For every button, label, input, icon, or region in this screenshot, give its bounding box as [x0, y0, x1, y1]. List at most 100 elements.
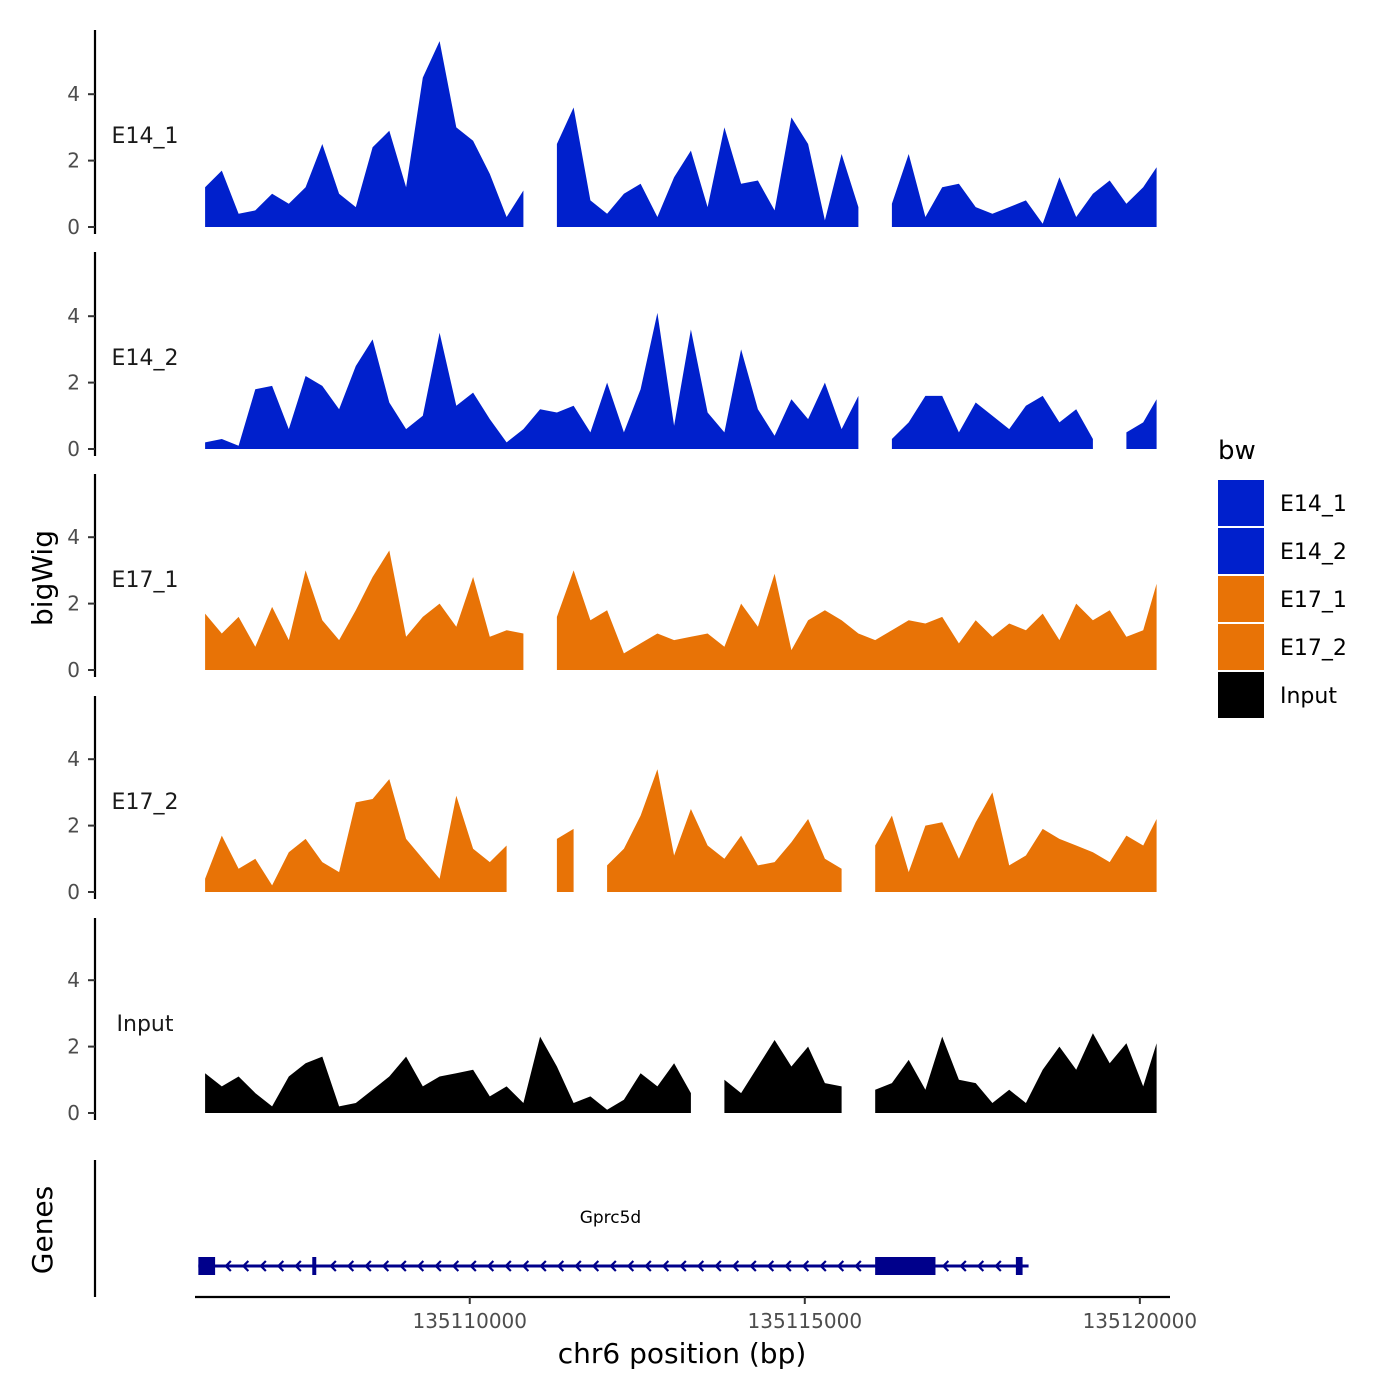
strand-arrow — [644, 1260, 652, 1272]
y-tick-label: 2 — [67, 592, 80, 616]
legend-swatch-E17_2 — [1218, 624, 1264, 670]
track-label: Input — [117, 1012, 174, 1037]
strand-arrow — [486, 1260, 495, 1272]
strand-arrow — [661, 1260, 670, 1272]
strand-arrow — [434, 1260, 442, 1272]
track-panel-Input: 0 2 4 Input — [67, 918, 1157, 1125]
area-segment-Input — [875, 1033, 1157, 1113]
area-segment-E14_1 — [556, 107, 859, 227]
legend-label-E14_2: E14_2 — [1280, 540, 1347, 565]
area-segment-E17_2 — [556, 828, 574, 892]
y-tick-label: 4 — [67, 968, 80, 992]
y-tick-label: 2 — [67, 1035, 80, 1059]
strand-arrow — [976, 1260, 985, 1272]
area-segment-E14_2 — [1126, 399, 1157, 449]
strand-arrow — [259, 1260, 267, 1272]
y-axis-title: bigWig — [26, 530, 59, 626]
legend-title: bw — [1218, 436, 1256, 466]
x-tick-label: 135115000 — [748, 1309, 863, 1333]
strand-arrow — [224, 1260, 232, 1272]
strand-arrow — [591, 1260, 600, 1272]
y-tick-label: 4 — [67, 747, 80, 771]
legend-label-Input: Input — [1280, 684, 1337, 709]
strand-arrow — [539, 1260, 547, 1272]
strand-arrow — [504, 1260, 512, 1272]
strand-arrow — [854, 1260, 862, 1272]
strand-arrow — [416, 1260, 425, 1272]
strand-arrow — [294, 1260, 302, 1272]
legend-label-E14_1: E14_1 — [1280, 492, 1347, 517]
y-tick-label: 4 — [67, 525, 80, 549]
area-segment-E14_2 — [891, 395, 1093, 449]
track-panel-E17_1: 0 2 4 E17_1 — [67, 474, 1157, 682]
y-tick-label: 4 — [67, 82, 80, 106]
strand-arrow — [836, 1260, 845, 1272]
strand-arrow — [679, 1260, 687, 1272]
x-tick-label: 135110000 — [412, 1309, 527, 1333]
legend-swatch-Input — [1218, 672, 1264, 718]
track-panels: 0 2 4 E14_1 0 2 4 E14_2 0 2 4 E17_1 0 2 4 E17_2 0 2 4 Input — [67, 30, 1157, 1125]
area-segment-Input — [724, 1040, 842, 1113]
strand-arrow — [521, 1260, 530, 1272]
x-tick-label: 135120000 — [1083, 1309, 1198, 1333]
y-tick-label: 2 — [67, 814, 80, 838]
area-segment-E17_1 — [205, 550, 524, 670]
track-label: E14_1 — [112, 124, 179, 149]
strand-arrow — [276, 1260, 285, 1272]
y-tick-label: 2 — [67, 149, 80, 173]
y-tick-label: 0 — [67, 437, 80, 461]
gene-exon — [875, 1257, 936, 1275]
y-tick-label: 0 — [67, 658, 80, 682]
legend-label-E17_1: E17_1 — [1280, 588, 1347, 613]
gene-track: Gprc5d — [93, 1160, 1029, 1297]
legend-label-E17_2: E17_2 — [1280, 636, 1347, 661]
track-label: E17_1 — [112, 568, 179, 593]
track-label: E17_2 — [112, 790, 179, 815]
track-panel-E14_2: 0 2 4 E14_2 — [67, 252, 1157, 461]
strand-arrow — [451, 1260, 460, 1272]
y-tick-label: 0 — [67, 880, 80, 904]
strand-arrow — [696, 1260, 705, 1272]
area-segment-E14_1 — [205, 41, 524, 227]
strand-arrow — [941, 1260, 950, 1272]
strand-arrow — [801, 1260, 810, 1272]
strand-arrow — [381, 1260, 390, 1272]
strand-arrow — [731, 1260, 740, 1272]
area-segment-E17_1 — [556, 570, 1157, 670]
strand-arrow — [364, 1260, 372, 1272]
y-tick-label: 4 — [67, 304, 80, 328]
strand-arrow — [399, 1260, 407, 1272]
area-segment-E14_1 — [891, 154, 1157, 227]
strand-arrow — [626, 1260, 635, 1272]
legend-swatch-E17_1 — [1218, 576, 1264, 622]
area-segment-Input — [205, 1036, 691, 1113]
strand-arrow — [574, 1260, 582, 1272]
strand-arrow — [959, 1260, 967, 1272]
area-segment-E14_2 — [205, 312, 859, 449]
gene-track-title: Genes — [26, 1186, 59, 1274]
strand-arrow — [469, 1260, 477, 1272]
y-tick-label: 2 — [67, 371, 80, 395]
track-panel-E14_1: 0 2 4 E14_1 — [67, 30, 1157, 239]
track-panel-E17_2: 0 2 4 E17_2 — [67, 696, 1157, 904]
x-axis-title: chr6 position (bp) — [558, 1337, 807, 1370]
track-label: E14_2 — [112, 346, 179, 371]
area-segment-E17_2 — [875, 792, 1157, 892]
strand-arrow — [346, 1260, 355, 1272]
gene-exon — [1015, 1257, 1023, 1275]
area-segment-E17_2 — [205, 779, 507, 892]
strand-arrow — [994, 1260, 1002, 1272]
strand-arrow — [329, 1260, 337, 1272]
legend: bw E14_1 E14_2 E17_1 E17_2 Input — [1218, 436, 1347, 718]
legend-swatch-E14_1 — [1218, 480, 1264, 526]
legend-swatch-E14_2 — [1218, 528, 1264, 574]
strand-arrow — [766, 1260, 775, 1272]
gene-exon — [198, 1257, 216, 1275]
y-tick-label: 0 — [67, 215, 80, 239]
strand-arrow — [556, 1260, 565, 1272]
strand-arrow — [784, 1260, 792, 1272]
area-segment-E17_2 — [607, 769, 842, 892]
strand-arrow — [714, 1260, 722, 1272]
strand-arrow — [241, 1260, 250, 1272]
